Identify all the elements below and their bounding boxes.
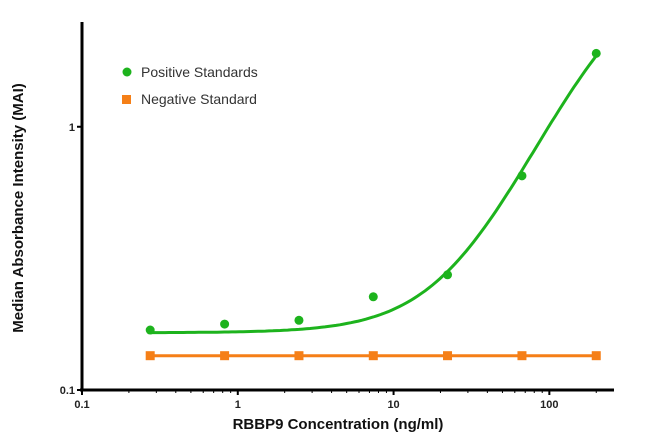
legend-label-positive: Positive Standards xyxy=(141,64,258,80)
y-axis-title: Median Absorbance Intensity (MAI) xyxy=(10,83,27,332)
x-axis-title: RBBP9 Concentration (ng/ml) xyxy=(233,416,444,433)
legend: Positive Standards Negative Standard xyxy=(122,64,258,107)
negative-standard-point xyxy=(145,351,155,361)
negative-standard-point xyxy=(220,351,230,361)
x-tick-label: 10 xyxy=(387,399,399,411)
positive-standards-point xyxy=(145,325,155,335)
negative-standard-point xyxy=(591,351,601,361)
positive-standards-curve xyxy=(150,54,598,335)
legend-label-negative: Negative Standard xyxy=(141,91,257,107)
x-tick-label: 100 xyxy=(540,399,558,411)
legend-marker-positive xyxy=(122,67,132,77)
positive-standards-point xyxy=(443,270,453,280)
negative-standard-point xyxy=(517,351,527,361)
negative-standard-point xyxy=(443,351,453,361)
positive-standards-point xyxy=(294,315,304,325)
positive-standards-point xyxy=(591,48,601,58)
positive-standards-point xyxy=(517,171,527,181)
x-axis-ticks: 0.1 1 10 100 xyxy=(74,390,597,411)
positive-standards-point xyxy=(220,319,230,329)
positive-standards-point xyxy=(368,292,378,302)
legend-marker-negative xyxy=(122,95,131,104)
x-tick-label: 1 xyxy=(235,399,241,411)
negative-standard-point xyxy=(294,351,304,361)
y-tick-label: 1 xyxy=(69,122,75,134)
y-axis-ticks: 0.11 xyxy=(60,122,82,397)
y-tick-label: 0.1 xyxy=(60,385,75,397)
x-tick-label: 0.1 xyxy=(74,399,89,411)
plot-area xyxy=(145,48,601,361)
negative-standard-point xyxy=(368,351,378,361)
